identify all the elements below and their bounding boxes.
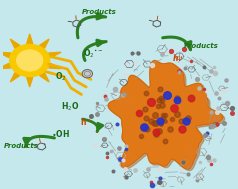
Point	[164, 139, 167, 142]
Point	[121, 93, 125, 96]
Point	[118, 158, 122, 161]
Point	[165, 93, 169, 96]
Point	[144, 108, 147, 111]
Point	[133, 168, 137, 171]
Point	[160, 99, 164, 102]
Point	[149, 181, 153, 184]
Point	[173, 106, 176, 109]
Point	[111, 170, 115, 173]
Circle shape	[10, 44, 50, 77]
Polygon shape	[0, 63, 11, 69]
Point	[125, 63, 129, 66]
Point	[95, 112, 99, 115]
Point	[158, 181, 162, 184]
Point	[102, 138, 106, 141]
Polygon shape	[49, 63, 61, 69]
Polygon shape	[27, 77, 33, 87]
Point	[202, 65, 206, 68]
Point	[189, 97, 193, 100]
Circle shape	[17, 50, 43, 71]
Point	[183, 66, 187, 69]
Point	[159, 122, 163, 125]
Point	[209, 69, 213, 72]
Point	[231, 112, 234, 115]
Point	[137, 112, 141, 115]
Point	[95, 101, 99, 105]
Point	[217, 97, 221, 100]
Text: h$^+$: h$^+$	[80, 116, 92, 128]
Point	[177, 70, 181, 73]
Point	[158, 167, 162, 170]
Point	[149, 120, 153, 123]
Point	[202, 88, 206, 91]
Point	[154, 132, 158, 135]
Polygon shape	[10, 73, 20, 82]
Point	[175, 112, 179, 115]
Point	[212, 159, 216, 162]
Point	[105, 155, 109, 158]
Point	[161, 117, 165, 120]
Point	[149, 101, 153, 104]
Point	[221, 90, 225, 93]
Point	[123, 168, 127, 171]
Point	[213, 71, 217, 74]
Point	[210, 124, 213, 127]
Point	[186, 173, 190, 176]
Point	[115, 123, 119, 126]
Point	[164, 114, 167, 117]
Point	[214, 92, 218, 95]
Polygon shape	[110, 62, 225, 170]
Point	[144, 92, 148, 95]
Point	[215, 110, 219, 113]
Point	[195, 177, 199, 180]
Point	[203, 133, 207, 136]
Point	[159, 177, 162, 180]
Point	[124, 175, 128, 178]
Point	[170, 118, 174, 121]
Point	[141, 126, 145, 129]
Point	[222, 121, 226, 124]
Point	[195, 179, 199, 182]
Point	[159, 96, 163, 99]
Point	[146, 167, 150, 170]
Text: O$_2$$^{\bullet-}$: O$_2$$^{\bullet-}$	[83, 48, 104, 60]
Point	[109, 149, 113, 152]
Point	[197, 86, 200, 89]
Point	[186, 117, 190, 120]
Point	[180, 127, 183, 130]
Polygon shape	[40, 39, 49, 48]
Polygon shape	[108, 61, 223, 169]
Point	[123, 73, 127, 76]
Point	[89, 115, 93, 118]
Point	[157, 129, 161, 132]
Text: O$_2$: O$_2$	[55, 70, 66, 83]
Point	[207, 159, 211, 162]
Text: Products: Products	[4, 143, 39, 149]
Point	[121, 158, 125, 161]
Text: h$\nu$: h$\nu$	[172, 52, 184, 63]
Point	[124, 147, 128, 150]
Point	[157, 104, 160, 107]
Point	[124, 144, 128, 147]
Circle shape	[82, 70, 93, 78]
Point	[153, 114, 157, 117]
Point	[231, 106, 234, 109]
Point	[117, 146, 121, 149]
Point	[152, 122, 156, 125]
Point	[134, 61, 137, 64]
Point	[225, 101, 229, 104]
Point	[144, 116, 148, 119]
Point	[150, 183, 154, 186]
Point	[139, 134, 143, 137]
Polygon shape	[27, 34, 33, 44]
Point	[175, 99, 179, 102]
Point	[154, 131, 158, 134]
Point	[216, 106, 220, 109]
Point	[105, 151, 109, 154]
Polygon shape	[0, 52, 11, 58]
Point	[157, 99, 161, 102]
Point	[160, 52, 164, 55]
Point	[212, 66, 216, 69]
Point	[224, 79, 228, 82]
